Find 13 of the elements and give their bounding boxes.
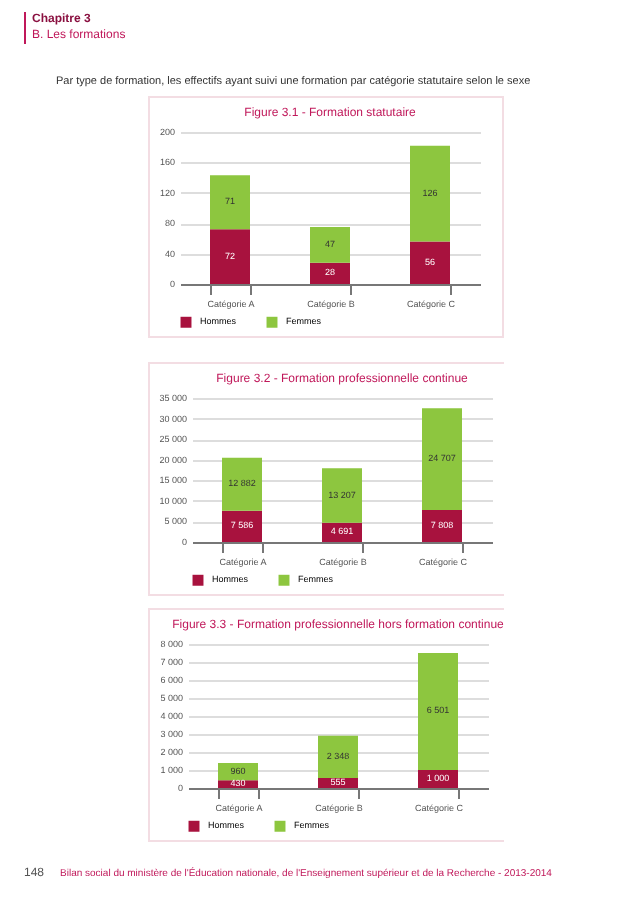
- bar: [422, 408, 462, 510]
- bar: [422, 509, 462, 542]
- bar: [318, 735, 358, 779]
- bar: [222, 510, 262, 542]
- bar: [322, 468, 362, 523]
- bar: [210, 175, 250, 230]
- bar: [418, 652, 458, 770]
- bar: [410, 145, 450, 242]
- bar: [210, 229, 250, 284]
- bar: [222, 457, 262, 511]
- bar: [310, 227, 350, 263]
- bar: [410, 241, 450, 284]
- bar: [310, 262, 350, 284]
